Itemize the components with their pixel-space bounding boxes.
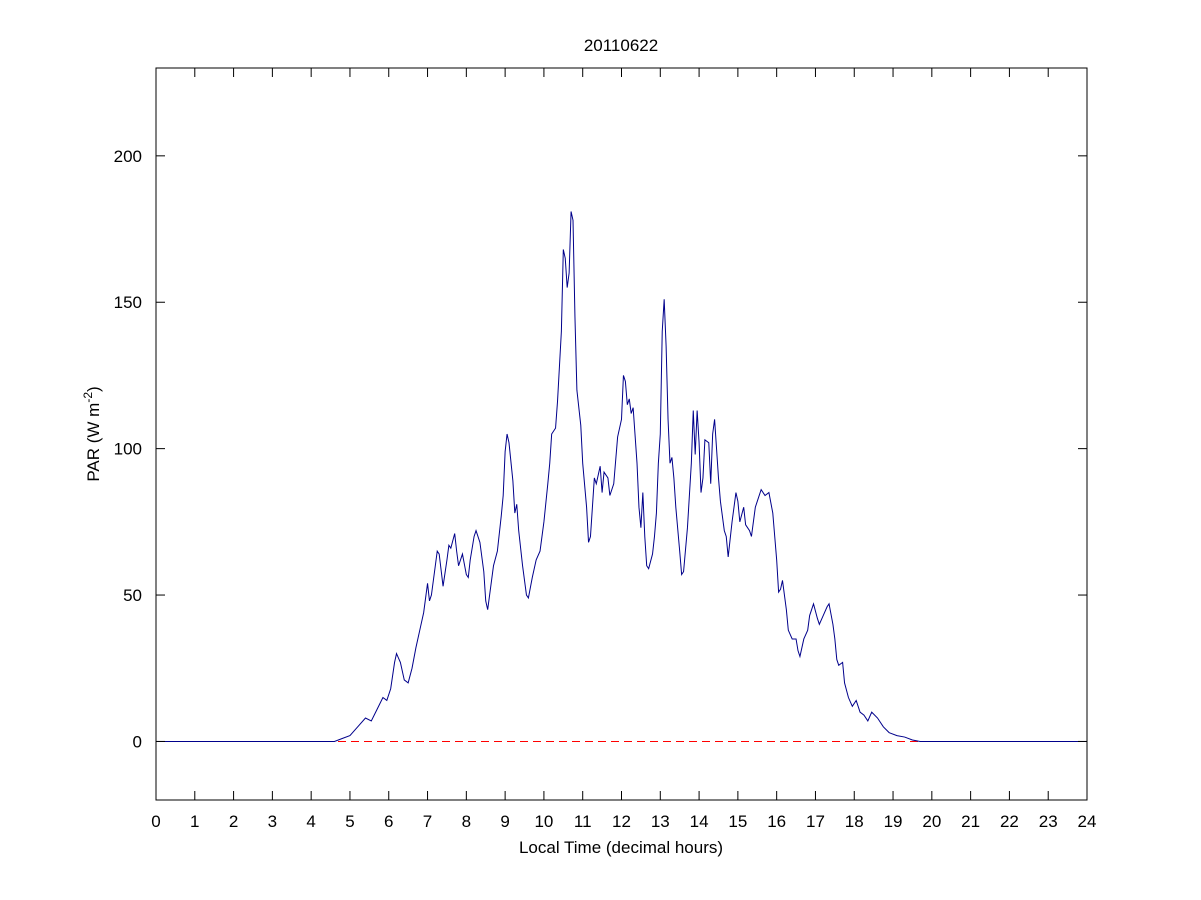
x-tick-label: 22 — [1000, 812, 1019, 831]
x-tick-label: 24 — [1078, 812, 1097, 831]
x-tick-label: 16 — [767, 812, 786, 831]
x-tick-label: 14 — [690, 812, 709, 831]
x-tick-label: 20 — [922, 812, 941, 831]
x-tick-label: 15 — [728, 812, 747, 831]
x-tick-label: 5 — [345, 812, 354, 831]
x-tick-label: 2 — [229, 812, 238, 831]
x-tick-label: 1 — [190, 812, 199, 831]
x-tick-label: 19 — [884, 812, 903, 831]
x-tick-label: 7 — [423, 812, 432, 831]
x-tick-label: 9 — [500, 812, 509, 831]
x-axis-label: Local Time (decimal hours) — [519, 838, 723, 857]
y-tick-label: 200 — [114, 147, 142, 166]
chart-title: 20110622 — [584, 36, 658, 55]
y-axis-label-main: PAR (W m — [84, 403, 103, 482]
data-line — [156, 211, 1087, 742]
y-tick-label: 0 — [133, 732, 142, 751]
x-tick-label: 18 — [845, 812, 864, 831]
x-tick-label: 17 — [806, 812, 825, 831]
x-tick-label: 13 — [651, 812, 670, 831]
x-tick-label: 3 — [268, 812, 277, 831]
x-tick-label: 11 — [574, 812, 592, 831]
x-tick-label: 23 — [1039, 812, 1058, 831]
x-tick-label: 12 — [612, 812, 631, 831]
x-tick-label: 21 — [961, 812, 980, 831]
y-axis-label: PAR (W m-2) — [81, 386, 103, 481]
x-tick-label: 0 — [151, 812, 160, 831]
y-axis-label-tail: ) — [84, 386, 103, 392]
x-tick-label: 8 — [462, 812, 471, 831]
y-tick-label: 50 — [123, 586, 142, 605]
x-tick-label: 6 — [384, 812, 393, 831]
y-tick-label: 150 — [114, 293, 142, 312]
y-tick-label: 100 — [114, 440, 142, 459]
x-tick-label: 10 — [534, 812, 553, 831]
y-axis-label-sup: -2 — [81, 392, 95, 403]
x-tick-label: 4 — [306, 812, 315, 831]
